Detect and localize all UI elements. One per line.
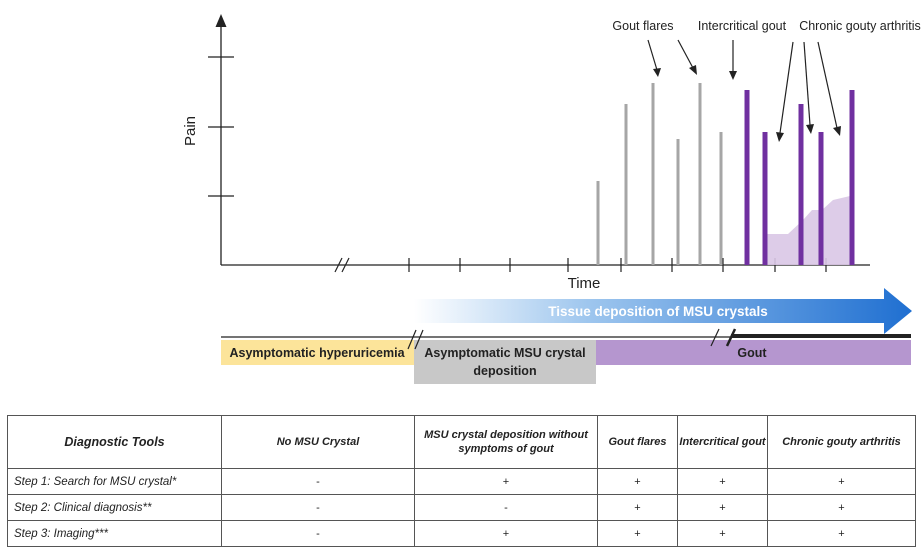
gout-flare-bar bbox=[676, 139, 680, 265]
stage-break bbox=[725, 328, 737, 347]
diagnostic-table-container: Diagnostic Tools No MSU Crystal MSU crys… bbox=[7, 415, 916, 547]
table-cell: + bbox=[767, 520, 916, 547]
arrow-head bbox=[689, 65, 697, 75]
table-header: Chronic gouty arthritis bbox=[767, 415, 916, 469]
table-cell: - bbox=[221, 520, 415, 547]
chronic-arthritis-bar bbox=[849, 90, 855, 265]
row-label: Step 3: Imaging*** bbox=[7, 520, 222, 547]
arrow-line bbox=[817, 41, 838, 129]
stage-label-gout: Gout bbox=[737, 346, 767, 360]
arrow-line bbox=[779, 41, 794, 134]
table-cell: - bbox=[414, 494, 598, 521]
arrow-line bbox=[803, 41, 811, 126]
annotation-chronic: Chronic gouty arthritis bbox=[799, 19, 921, 33]
pain-bars bbox=[596, 83, 855, 265]
stage-label-msu-line1: Asymptomatic MSU crystal bbox=[424, 346, 585, 360]
arrow-head bbox=[653, 68, 661, 77]
table-cell: + bbox=[677, 468, 768, 495]
diagnostic-tools-table: Diagnostic Tools No MSU Crystal MSU crys… bbox=[7, 415, 916, 547]
chronic-arthritis-bar bbox=[798, 104, 804, 265]
arrow-line bbox=[677, 39, 694, 69]
x-axis-break bbox=[341, 257, 350, 273]
tissue-deposition-label: Tissue deposition of MSU crystals bbox=[548, 304, 768, 319]
arrow-head bbox=[729, 71, 737, 80]
table-header: MSU crystal deposition without symptoms … bbox=[414, 415, 598, 469]
arrow-line bbox=[647, 39, 658, 71]
table-cell: + bbox=[677, 494, 768, 521]
gout-flare-bar bbox=[651, 83, 655, 265]
table-cell: + bbox=[597, 494, 678, 521]
table-row: Step 1: Search for MSU crystal* - + + + … bbox=[7, 468, 916, 495]
gout-thick-line bbox=[731, 334, 911, 338]
chronic-inflammation-area bbox=[765, 196, 850, 265]
table-cell: + bbox=[767, 494, 916, 521]
chronic-arthritis-bar bbox=[762, 132, 768, 265]
table-cell: - bbox=[221, 494, 415, 521]
row-label: Step 2: Clinical diagnosis** bbox=[7, 494, 222, 521]
annotation-arrows bbox=[647, 39, 841, 142]
chronic-arthritis-bar bbox=[744, 90, 750, 265]
annotation-intercritical: Intercritical gout bbox=[698, 19, 787, 33]
table-cell: + bbox=[414, 520, 598, 547]
gout-flare-bar bbox=[624, 104, 628, 265]
x-ticks bbox=[408, 258, 827, 272]
table-cell: + bbox=[597, 468, 678, 495]
stage-break bbox=[414, 329, 424, 350]
x-axis-break bbox=[334, 257, 343, 273]
table-header-row: Diagnostic Tools No MSU Crystal MSU crys… bbox=[7, 415, 916, 469]
stage-label-hyperuricemia: Asymptomatic hyperuricemia bbox=[229, 346, 405, 360]
stage-break bbox=[710, 328, 720, 347]
stage-break bbox=[407, 329, 417, 350]
table-cell: + bbox=[677, 520, 768, 547]
row-label: Step 1: Search for MSU crystal* bbox=[7, 468, 222, 495]
arrow-head bbox=[806, 124, 814, 134]
stage-asymptomatic-hyperuricemia bbox=[221, 340, 414, 365]
tissue-deposition-arrow bbox=[414, 288, 912, 334]
x-axis-label: Time bbox=[568, 275, 601, 292]
gout-flare-bar bbox=[719, 132, 723, 265]
gout-flare-bar bbox=[698, 83, 702, 265]
table-header: Intercritical gout bbox=[677, 415, 768, 469]
chronic-arthritis-bar bbox=[818, 132, 824, 265]
table-header: Gout flares bbox=[597, 415, 678, 469]
stage-gout bbox=[596, 340, 911, 365]
table-header: No MSU Crystal bbox=[221, 415, 415, 469]
arrow-head bbox=[776, 132, 784, 142]
table-row: Step 2: Clinical diagnosis** - - + + + bbox=[7, 494, 916, 521]
table-cell: + bbox=[597, 520, 678, 547]
chart-axes bbox=[208, 14, 870, 273]
table-header: Diagnostic Tools bbox=[7, 415, 222, 469]
y-axis-arrowhead bbox=[215, 14, 227, 27]
table-cell: + bbox=[414, 468, 598, 495]
gout-flare-bar bbox=[596, 181, 600, 265]
arrow-head bbox=[833, 126, 841, 136]
stage-label-msu-line2: deposition bbox=[473, 364, 536, 378]
table-cell: - bbox=[221, 468, 415, 495]
stage-asymptomatic-msu-deposition bbox=[414, 340, 596, 384]
annotation-gout-flares: Gout flares bbox=[612, 19, 673, 33]
gout-timeline-figure: Pain Time Gout flares Intercritical gout… bbox=[182, 14, 921, 384]
table-cell: + bbox=[767, 468, 916, 495]
table-row: Step 3: Imaging*** - + + + + bbox=[7, 520, 916, 547]
y-axis-label: Pain bbox=[182, 116, 199, 146]
